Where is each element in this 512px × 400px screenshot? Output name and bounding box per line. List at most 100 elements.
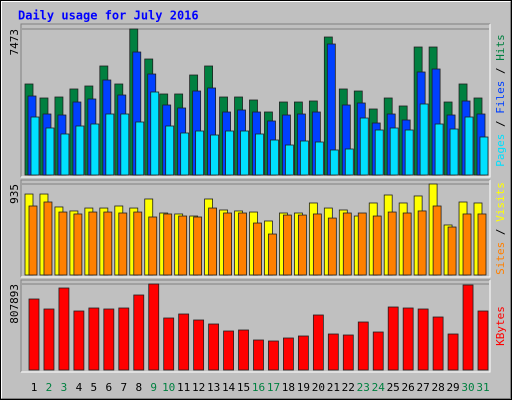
bar [462,284,474,371]
x-tick-label: 9 [150,381,157,394]
legend: Pages / Files / Hits [494,34,507,167]
x-tick-label: 26 [402,381,415,394]
bar [477,213,487,276]
bar [344,148,354,176]
bar [120,113,130,176]
bar [342,334,354,371]
bar [223,212,232,276]
bar [178,215,188,276]
bar [312,213,322,276]
bar [30,116,40,176]
bar [118,212,128,276]
bar [253,222,262,276]
x-tick-label: 11 [177,381,190,394]
bar [283,214,292,276]
bar [402,212,412,276]
x-tick-label: 23 [357,381,370,394]
x-tick-label: 21 [327,381,340,394]
bar [163,317,175,371]
bar [404,129,414,176]
bar [43,308,55,371]
bar [208,207,218,276]
bar [387,306,399,371]
bar [285,144,294,176]
bar [327,217,337,276]
legend-entry: Hits [494,34,507,61]
legend-entry: Files [494,81,507,114]
bar [477,310,489,371]
bar [342,212,352,276]
bar [225,130,234,176]
x-tick-label: 18 [282,381,295,394]
x-tick-label: 10 [162,381,175,394]
bar [135,121,145,176]
x-tick-label: 4 [76,381,83,394]
bar [359,117,369,176]
legend-separator: / [494,61,507,81]
x-tick-label: 15 [237,381,250,394]
bar [210,134,220,176]
bar [150,91,160,176]
x-tick-label: 17 [267,381,280,394]
bar [434,123,444,176]
bar [374,129,384,176]
bar [299,140,309,176]
bar [297,214,307,276]
bar [148,283,160,371]
bar [479,136,489,176]
bar [90,123,100,176]
bar [268,233,277,276]
legend-entry: Sites [494,242,507,275]
x-tick-label: 1 [31,381,38,394]
bar [327,333,339,371]
panel-edge [21,180,491,278]
x-tick-label: 8 [135,381,142,394]
bar [43,201,53,276]
bar [253,339,264,371]
bar [357,321,369,371]
panel-edge [21,24,491,178]
panel-edge [20,279,490,372]
bar [193,319,205,371]
bar [314,141,324,176]
x-tick-label: 7 [120,381,127,394]
bar [148,216,158,276]
bar [103,308,115,371]
bar [88,307,100,371]
bar [372,331,384,371]
legend: Sites / Visits [494,182,507,275]
bar [193,216,203,276]
y-tick-label: 7473 [8,29,21,56]
x-tick-label: 2 [46,381,53,394]
x-tick-label: 30 [461,381,474,394]
bar [165,125,175,176]
x-tick-label: 28 [431,381,444,394]
x-tick-label: 6 [106,381,113,394]
legend-entry: Pages [494,134,507,167]
bar [73,213,83,276]
bar [268,340,279,371]
y-tick-label: 807893 [8,284,21,324]
bar [462,213,472,276]
bar [28,205,38,276]
bar [387,211,397,276]
x-tick-label: 27 [417,381,430,394]
bar [283,337,294,371]
bar [297,335,309,371]
bar [133,294,145,371]
bar [312,314,324,371]
bar [255,133,264,176]
x-tick-label: 22 [342,381,355,394]
bar [105,113,115,176]
x-tick-label: 5 [91,381,98,394]
panel-edge [21,280,491,373]
bar [58,287,70,371]
bar [195,130,205,176]
bar [372,215,382,276]
bar [103,211,113,276]
bar [432,205,442,276]
chart-title: Daily usage for July 2016 [18,9,199,23]
